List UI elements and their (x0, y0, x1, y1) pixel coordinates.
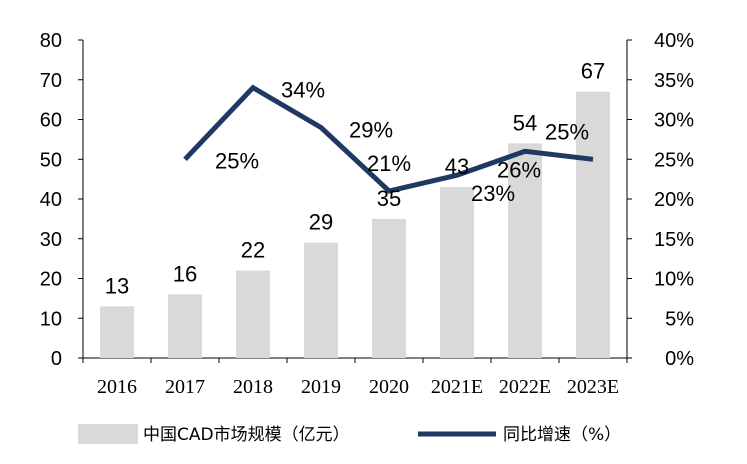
bar (168, 294, 202, 358)
y-left-tick-label: 60 (40, 110, 62, 132)
y-right-tick-label: 30% (654, 110, 694, 132)
legend-label-bar: 中国CAD市场规模（亿元） (143, 425, 350, 445)
y-left-tick-label: 0 (51, 348, 62, 370)
x-tick-label: 2020 (369, 376, 409, 398)
x-tick-label: 2023E (567, 376, 619, 398)
y-left-tick-label: 50 (40, 149, 62, 171)
y-right-tick-label: 25% (654, 149, 694, 171)
line-value-label: 21% (367, 151, 411, 176)
bar-value-label: 43 (445, 154, 469, 179)
axes: 0 10 20 30 40 50 60 70 80 0% 5% 10% 15% 20% 25% 30% 35% 4… (40, 30, 694, 398)
bar-value-label: 35 (377, 186, 401, 211)
y-right-tick-label: 5% (665, 308, 694, 330)
y-right-tick-label: 35% (654, 70, 694, 92)
bar (440, 187, 474, 358)
bar-value-label: 54 (513, 110, 537, 135)
bar (372, 218, 406, 358)
x-tick-label: 2019 (301, 376, 341, 398)
legend-swatch-bar (78, 424, 138, 444)
y-right-tick-label: 0% (665, 348, 694, 370)
bar-value-label: 16 (173, 261, 197, 286)
line-series (183, 84, 594, 194)
bar-value-label: 22 (241, 238, 265, 263)
y-right-tick-label: 15% (654, 229, 694, 251)
y-left-tick-label: 20 (40, 269, 62, 291)
x-tick-label: 2021E (431, 376, 483, 398)
line-value-label: 29% (349, 117, 393, 142)
line-value-label: 25% (215, 148, 259, 173)
x-tick-label: 2018 (233, 376, 273, 398)
line-value-label: 25% (545, 119, 589, 144)
y-left-tick-label: 40 (40, 189, 62, 211)
bar (100, 306, 134, 358)
x-tick-label: 2017 (165, 376, 205, 398)
bar-value-label: 13 (105, 273, 129, 298)
bar (576, 91, 610, 359)
bar-value-label: 67 (581, 59, 605, 84)
line-value-label: 34% (281, 78, 325, 103)
legend: 中国CAD市场规模（亿元） 同比增速（%） (78, 424, 621, 445)
legend-label-line: 同比增速（%） (503, 425, 621, 445)
y-right-tick-label: 10% (654, 269, 694, 291)
y-right-tick-label: 20% (654, 189, 694, 211)
y-left-tick-label: 80 (40, 30, 62, 52)
bar-series (100, 91, 610, 359)
bar (236, 270, 270, 358)
x-tick-label: 2022E (499, 376, 551, 398)
y-left-tick-label: 30 (40, 229, 62, 251)
y-left-tick-label: 70 (40, 70, 62, 92)
bar-value-label: 29 (309, 210, 333, 235)
bar (508, 143, 542, 358)
y-left-tick-label: 10 (40, 308, 62, 330)
y-right-tick-label: 40% (654, 30, 694, 52)
x-tick-label: 2016 (97, 376, 137, 398)
bar (304, 242, 338, 358)
line-value-label: 26% (497, 157, 541, 182)
growth-line (183, 84, 594, 194)
line-value-label: 23% (471, 181, 515, 206)
